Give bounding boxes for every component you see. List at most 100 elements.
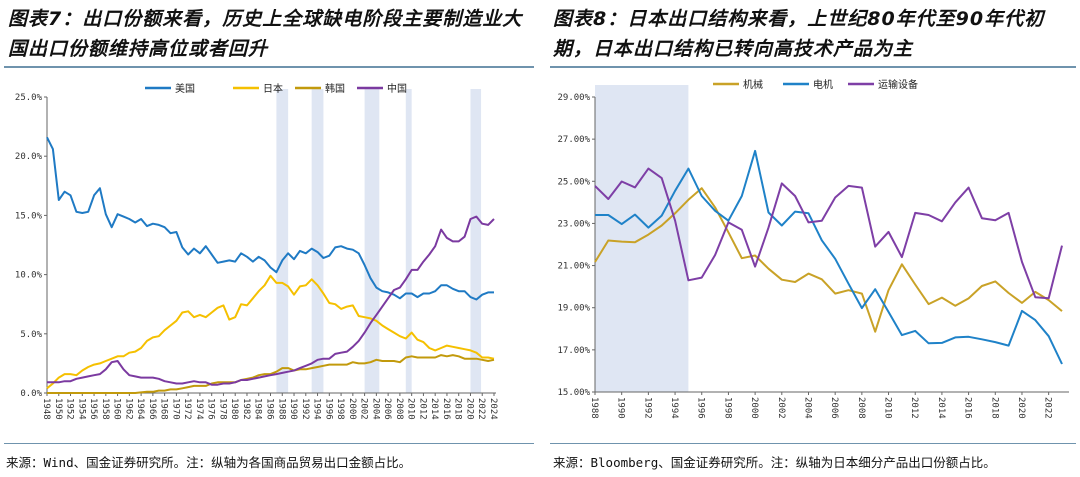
x-tick-label: 1994 [312,398,322,420]
right-source-divider [550,443,1076,444]
right-source-note: 来源：Bloomberg、国金证券研究所。注：纵轴为日本细分产品出口份额占比。 [553,455,996,470]
x-tick-label: 1998 [722,397,732,419]
legend-label: 电机 [813,78,833,91]
x-tick-label: 2016 [963,397,973,419]
x-tick-label: 2022 [1043,397,1053,419]
y-tick-label: 29.00% [557,93,590,103]
x-tick-label: 1998 [335,398,345,420]
x-tick-label: 2024 [488,398,498,420]
x-tick-label: 1974 [194,398,204,420]
x-tick-label: 2010 [406,398,416,420]
x-tick-label: 1980 [229,398,239,420]
x-tick-label: 1984 [253,398,263,420]
x-tick-label: 1994 [669,397,679,419]
x-tick-label: 1958 [100,398,110,420]
legend-label: 美国 [175,82,195,95]
y-tick-label: 17.00% [557,346,590,356]
y-tick-label: 15.00% [557,388,590,398]
legend-label: 日本 [263,82,283,95]
x-tick-label: 2020 [1016,397,1026,419]
series-line-日本 [46,274,495,390]
x-tick-label: 2010 [883,397,893,419]
x-tick-label: 2008 [394,398,404,420]
x-tick-label: 2000 [347,398,357,420]
shaded-period [276,89,289,393]
legend-label: 韩国 [325,82,345,95]
y-tick-label: 0.0% [20,389,42,399]
x-tick-label: 2002 [776,397,786,419]
x-tick-label: 2006 [829,397,839,419]
x-tick-label: 1990 [288,398,298,420]
x-tick-label: 1966 [147,398,157,420]
legend-label: 中国 [387,82,407,95]
right-title-divider [550,66,1076,68]
left-source-note: 来源：Wind、国金证券研究所。注：纵轴为各国商品贸易出口金额占比。 [6,455,412,470]
x-tick-label: 1972 [182,398,192,420]
series-line-韩国 [47,354,495,394]
x-tick-label: 2022 [476,398,486,420]
shaded-period [405,89,412,393]
x-tick-label: 1960 [112,398,122,420]
x-tick-label: 1992 [642,397,652,419]
x-tick-label: 1956 [88,398,98,420]
x-tick-label: 1986 [265,398,275,420]
series-line-中国 [47,215,495,386]
x-tick-label: 1982 [241,398,251,420]
left-title-divider [4,66,534,68]
x-tick-label: 2004 [802,397,812,419]
x-tick-label: 1976 [206,398,216,420]
right-figure-title: 图表8：日本出口结构来看，上世纪80年代至90年代初期，日本出口结构已转向高技术… [553,8,1045,60]
x-tick-label: 2014 [936,397,946,419]
x-tick-label: 2002 [359,398,369,420]
y-tick-label: 5.0% [20,330,42,340]
y-tick-label: 10.0% [15,271,43,281]
y-tick-label: 21.00% [557,262,590,272]
left-figure-title: 图表7：出口份额来看，历史上全球缺电阶段主要制造业大国出口份额维持高位或者回升 [8,8,523,60]
x-tick-label: 2012 [417,398,427,420]
y-tick-label: 15.0% [15,211,43,221]
x-tick-label: 1964 [135,398,145,420]
x-tick-label: 2020 [464,398,474,420]
x-tick-label: 1948 [41,398,51,420]
y-tick-label: 19.00% [557,304,590,314]
x-tick-label: 1988 [589,397,599,419]
series-line-电机 [595,149,1063,365]
x-tick-label: 1990 [616,397,626,419]
chart-2: 15.00% 17.00% 19.00% 21.00% 23.00% 25.00% 27.0… [557,78,1069,419]
shaded-period [470,89,482,393]
legend-label: 运输设备 [878,78,918,91]
x-tick-label: 1962 [123,398,133,420]
chart-1: 0.0% 5.0% 10.0% 15.0% 20.0% 25.0% 1948 1950 1952… [15,82,498,420]
y-tick-label: 23.00% [557,219,590,229]
y-tick-label: 20.0% [15,152,43,162]
x-tick-label: 1968 [159,398,169,420]
x-tick-label: 1954 [76,398,86,420]
shaded-period [364,89,380,393]
legend-label: 机械 [743,78,763,91]
series-line-美国 [46,136,494,301]
x-tick-label: 1996 [323,398,333,420]
x-tick-label: 2016 [441,398,451,420]
x-tick-label: 1988 [276,398,286,420]
left-source-divider [4,443,534,444]
x-tick-label: 2008 [856,397,866,419]
x-tick-label: 2018 [989,397,999,419]
x-tick-label: 1978 [217,398,227,420]
y-tick-label: 25.0% [15,93,43,103]
x-tick-label: 1970 [170,398,180,420]
shaded-period [311,89,324,393]
y-tick-label: 27.00% [557,135,590,145]
x-tick-label: 1996 [696,397,706,419]
y-tick-label: 25.00% [557,177,590,187]
x-tick-label: 2014 [429,398,439,420]
x-tick-label: 2004 [370,398,380,420]
x-tick-label: 2000 [749,397,759,419]
x-tick-label: 2012 [909,397,919,419]
x-tick-label: 2006 [382,398,392,420]
series-line-运输设备 [594,167,1063,300]
x-tick-label: 1952 [65,398,75,420]
x-tick-label: 2018 [453,398,463,420]
x-tick-label: 1992 [300,398,310,420]
x-tick-label: 1950 [53,398,63,420]
